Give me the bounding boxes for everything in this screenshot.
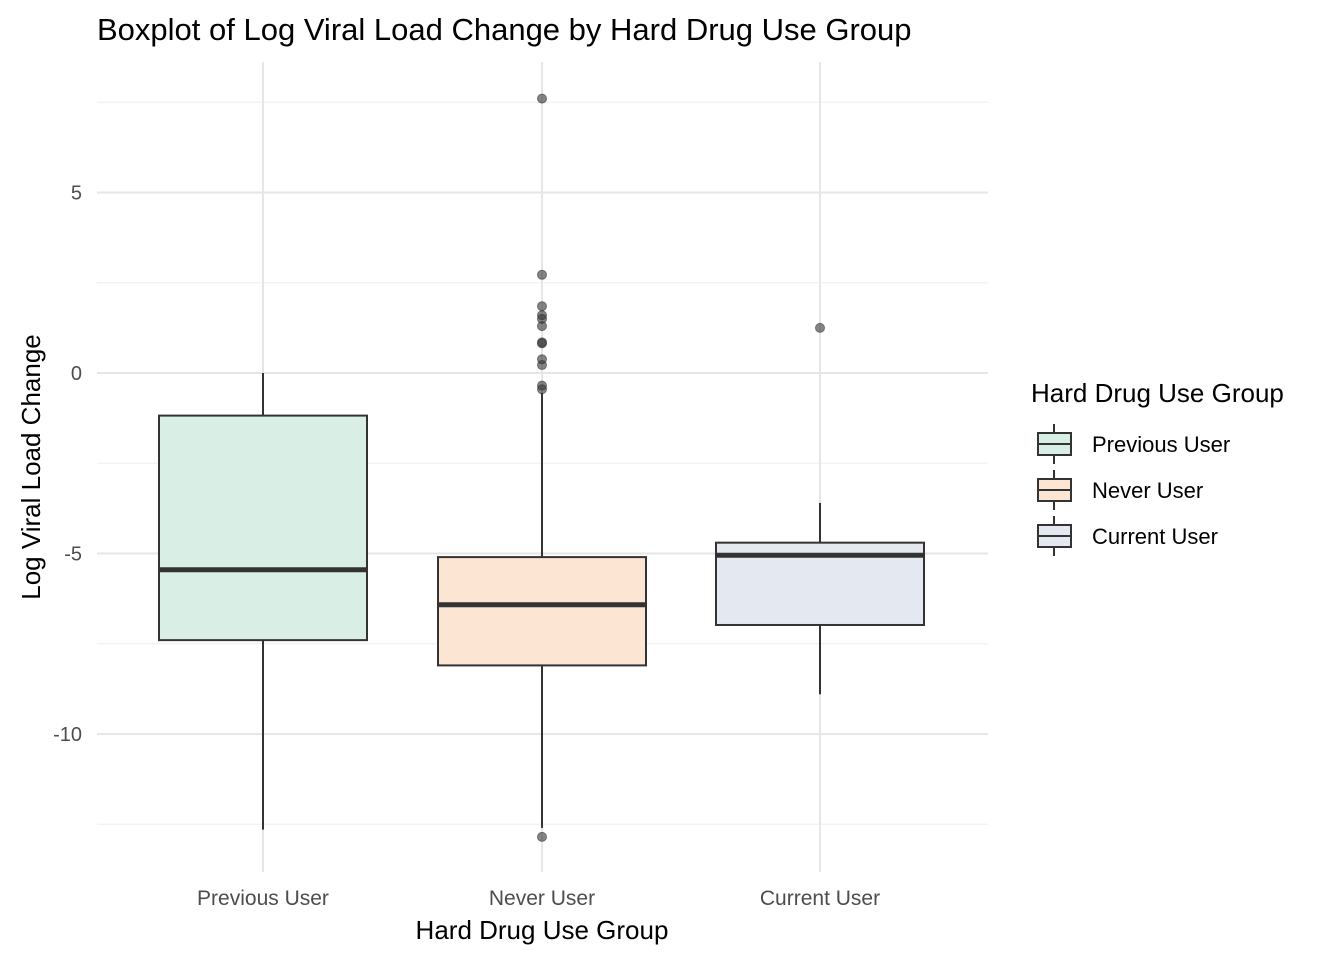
legend-label: Current User: [1092, 524, 1218, 549]
y-tick-label: -5: [64, 544, 82, 566]
box-group: [715, 322, 925, 695]
legend: Hard Drug Use Group Previous User Never U…: [1031, 378, 1284, 556]
y-tick-label: 5: [71, 183, 82, 205]
outlier-point: [815, 322, 825, 333]
legend-label: Never User: [1092, 478, 1203, 503]
box-group: [437, 93, 647, 842]
y-tick-label: 0: [71, 363, 82, 385]
y-tick-label: -10: [53, 724, 82, 746]
legend-label: Previous User: [1092, 432, 1230, 457]
legend-entry: Current User: [1037, 516, 1218, 556]
box: [437, 556, 647, 667]
x-tick-label: Previous User: [197, 887, 329, 910]
outlier-point: [537, 338, 547, 349]
tick-layer: -10 -5 0 5 Previous User Never User Current Us…: [53, 183, 880, 911]
outlier-point: [537, 93, 547, 104]
y-axis-label: Log Viral Load Change: [16, 334, 46, 600]
outlier-point: [537, 831, 547, 842]
chart-title: Boxplot of Log Viral Load Change by Hard…: [97, 12, 912, 47]
outlier-point: [537, 269, 547, 280]
x-axis-label: Hard Drug Use Group: [416, 915, 669, 945]
box-group: [158, 373, 368, 830]
outlier-point: [537, 301, 547, 312]
box-layer: [158, 93, 925, 842]
x-tick-label: Never User: [489, 887, 595, 910]
x-tick-label: Current User: [760, 887, 880, 910]
outlier-point: [537, 384, 547, 395]
legend-entry: Never User: [1037, 470, 1203, 510]
box: [158, 414, 368, 642]
legend-title: Hard Drug Use Group: [1031, 378, 1284, 408]
outlier-point: [537, 360, 547, 371]
outlier-point: [537, 321, 547, 332]
legend-entry: Previous User: [1037, 424, 1230, 464]
